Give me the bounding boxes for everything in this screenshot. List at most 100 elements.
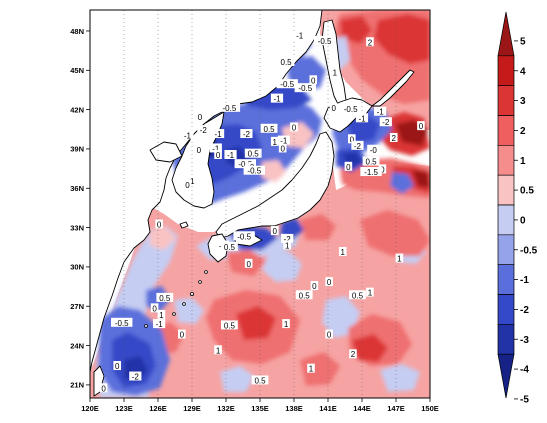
contour-label: 0 xyxy=(280,144,285,153)
contour-label: -1 xyxy=(156,320,164,329)
contour-label-bg xyxy=(113,361,121,371)
contour-label: -2 xyxy=(284,235,292,244)
contour-label-bg xyxy=(278,143,287,153)
kuril-islands xyxy=(371,69,415,107)
contour-label: 0 xyxy=(185,181,190,190)
contour-label: -0.5 xyxy=(318,37,332,46)
contour-label: 0.5 xyxy=(281,58,293,67)
contour-label: 0.5 xyxy=(224,321,236,330)
contour-label-bg xyxy=(362,156,380,166)
contour-label-bg xyxy=(240,129,253,139)
contour-label-bg xyxy=(366,287,374,297)
pos-anom-okhotsk-north xyxy=(340,16,372,44)
contour-label: 2 xyxy=(351,350,356,359)
lon-tick-label: 123E xyxy=(115,404,133,413)
contour-label: -0.5 xyxy=(280,80,294,89)
contour-label-bg xyxy=(234,159,256,169)
colorbar-label: 0.5 xyxy=(520,186,534,197)
colorbar-label: 1 xyxy=(520,156,526,167)
ryukyu-island xyxy=(182,302,186,306)
pos-anom-sea-of-japan-east xyxy=(282,122,314,148)
contour-label-bg xyxy=(329,102,338,112)
contour-label-bg xyxy=(178,329,186,339)
contour-labels: -0.5-120.51-0.5 -0.50-1-0.5 0 -0.5 -1-1-20-1… xyxy=(99,30,425,393)
contour-label-bg xyxy=(156,292,174,302)
contour-label-bg xyxy=(221,320,238,330)
colorbar-label: -5 xyxy=(520,394,529,405)
contour-label-bg xyxy=(251,375,269,385)
contour-label: 1 xyxy=(368,289,373,298)
colorbar-segment xyxy=(497,353,515,399)
lat-tick-label: 48N xyxy=(70,27,84,36)
lon-tick-label: 147E xyxy=(387,404,405,413)
contour-label-bg xyxy=(293,30,306,40)
colorbar-label: 5 xyxy=(520,36,526,47)
lat-tick-label: 21N xyxy=(70,381,84,390)
contour-label-bg xyxy=(111,317,133,327)
colorbar-label: -4 xyxy=(520,365,529,376)
contour-label-bg xyxy=(153,319,166,329)
contour-label-bg xyxy=(195,144,203,154)
lat-tick-label: 39N xyxy=(70,145,84,154)
contour-label: 0.5 xyxy=(299,291,311,300)
contour-label: -2 xyxy=(200,126,208,135)
contour-label: -0.5 xyxy=(115,319,129,328)
contour-label: 0 xyxy=(331,104,336,113)
latitude-axis: 21N 24N 27N 30N 33N 36N 39N 42N 45N 48N xyxy=(70,27,90,390)
contour-label-bg xyxy=(211,129,225,139)
contour-label: -0.5 xyxy=(238,160,252,169)
contour-label: 0.5 xyxy=(352,291,364,300)
colorbar-segment xyxy=(497,323,515,355)
contour-label-bg xyxy=(196,111,204,121)
contour-label-bg xyxy=(270,226,279,236)
weak-neg-sw-south xyxy=(220,366,254,392)
contour-label-bg xyxy=(129,371,142,381)
contour-label-bg xyxy=(325,277,333,287)
pos-anom-south-east2 xyxy=(300,352,340,386)
contour-label-bg xyxy=(395,253,404,263)
contour-label: 0 xyxy=(180,331,185,340)
lon-tick-label: 135E xyxy=(251,404,269,413)
contour-label: -0.5 xyxy=(298,84,312,93)
colorbar-label: -3 xyxy=(520,335,529,346)
contour-label: -2 xyxy=(382,118,390,127)
lon-tick-label: 126E xyxy=(149,404,167,413)
contour-label: 0.5 xyxy=(159,294,171,303)
contour-label-bg xyxy=(181,130,194,140)
jeju-island xyxy=(179,221,189,229)
neg-anom-east-small xyxy=(390,172,414,194)
contour-label-bg xyxy=(378,164,387,174)
contour-label-bg xyxy=(348,134,356,144)
contour-label-bg xyxy=(310,281,319,291)
ryukyu-island xyxy=(172,312,176,316)
contour-label-bg xyxy=(351,140,364,150)
contour-label-bg xyxy=(277,135,290,145)
contour-label: 0 xyxy=(419,122,424,131)
contour-label-bg xyxy=(270,136,279,146)
colorbar-segment xyxy=(497,11,515,57)
contour-label: -1.5 xyxy=(364,168,378,177)
lat-tick-label: 42N xyxy=(70,105,84,114)
pos-anom-kuroshio-extreme xyxy=(412,170,430,188)
colorbar-segment xyxy=(497,234,515,266)
contour-label: 2 xyxy=(368,38,373,47)
longitude-axis: 120E 123E 126E 129E 132E 135E 138E 141E 144E 147E… xyxy=(81,398,439,413)
anomaly-blobs xyxy=(96,10,430,398)
lon-tick-label: 129E xyxy=(183,404,201,413)
shandong-peninsula xyxy=(149,141,183,163)
lat-tick-label: 30N xyxy=(70,263,84,272)
lat-tick-label: 27N xyxy=(70,302,84,311)
colorbar-label: -2 xyxy=(520,305,529,316)
contour-label: 1 xyxy=(285,241,290,250)
contour-label-bg xyxy=(243,165,266,175)
pos-anom-strong-center xyxy=(236,306,276,340)
contour-label-bg xyxy=(276,79,298,89)
contour-label: 1 xyxy=(159,311,164,320)
contour-label: 1 xyxy=(273,138,278,147)
contour-label-bg xyxy=(224,150,237,159)
contour-label: 0 xyxy=(115,362,120,371)
contour-label-bg xyxy=(244,258,253,268)
lon-tick-label: 138E xyxy=(285,404,303,413)
contour-label: 0 xyxy=(273,227,278,236)
contour-label: 0 xyxy=(311,76,316,85)
